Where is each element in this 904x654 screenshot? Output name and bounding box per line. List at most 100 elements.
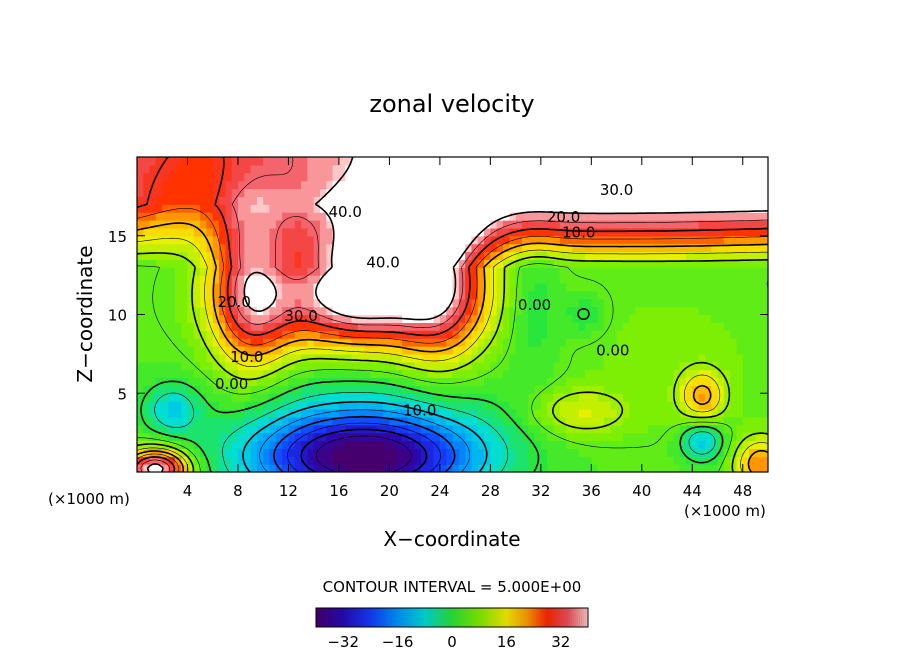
field-cell <box>364 330 372 339</box>
field-cell <box>572 401 580 410</box>
field-cell <box>143 330 151 339</box>
field-cell <box>149 306 157 316</box>
field-cell <box>263 393 271 402</box>
field-cell <box>452 314 460 323</box>
field-cell <box>578 251 586 260</box>
field-cell <box>471 306 479 316</box>
field-cell <box>313 440 321 449</box>
field-cell <box>559 188 567 197</box>
field-cell <box>723 196 731 205</box>
field-cell <box>547 306 555 316</box>
field-cell <box>484 188 491 197</box>
colorbar-cell <box>334 608 337 627</box>
field-cell <box>471 204 479 213</box>
field-cell <box>622 188 630 197</box>
field-cell <box>155 377 163 386</box>
field-cell <box>704 259 712 268</box>
field-cell <box>597 227 605 237</box>
field-cell <box>465 464 473 472</box>
field-cell <box>591 353 599 363</box>
field-cell <box>376 235 384 245</box>
x-tick-label: 4 <box>183 482 193 500</box>
field-cell <box>288 314 296 323</box>
field-cell <box>698 369 706 379</box>
field-cell <box>528 251 536 260</box>
colorbar-cell <box>406 608 409 627</box>
field-cell <box>471 440 479 449</box>
field-cell <box>319 220 327 229</box>
field-cell <box>250 275 258 284</box>
field-cell <box>654 227 662 237</box>
field-cell <box>231 314 239 323</box>
field-cell <box>673 235 681 245</box>
field-cell <box>263 369 271 379</box>
field-cell <box>351 172 359 182</box>
field-cell <box>704 353 712 363</box>
field-cell <box>319 346 327 355</box>
field-cell <box>181 432 189 442</box>
field-cell <box>540 196 548 205</box>
field-cell <box>263 448 271 457</box>
field-cell <box>585 283 592 292</box>
field-cell <box>452 172 460 182</box>
field-cell <box>452 180 460 190</box>
field-cell <box>679 369 687 379</box>
field-cell <box>427 369 435 379</box>
field-cell <box>540 157 548 166</box>
field-cell <box>685 164 693 174</box>
field-cell <box>143 227 151 237</box>
field-cell <box>723 267 731 276</box>
field-cell <box>370 385 378 394</box>
field-cell <box>446 377 454 386</box>
field-cell <box>181 212 189 221</box>
field-cell <box>704 369 712 379</box>
field-cell <box>616 464 624 472</box>
field-cell <box>357 298 365 308</box>
field-cell <box>446 204 454 213</box>
field-cell <box>597 361 605 371</box>
field-cell <box>389 361 397 371</box>
field-cell <box>540 338 548 347</box>
field-cell <box>490 212 498 221</box>
field-cell <box>736 330 744 339</box>
field-cell <box>458 243 466 253</box>
field-cell <box>654 346 662 355</box>
field-cell <box>540 227 548 237</box>
field-cell <box>534 251 542 260</box>
field-cell <box>263 243 271 253</box>
field-cell <box>155 298 163 308</box>
field-cell <box>414 377 422 386</box>
field-cell <box>635 401 643 410</box>
field-cell <box>585 251 592 260</box>
field-cell <box>408 259 416 268</box>
field-cell <box>187 157 195 166</box>
colorbar-cell <box>418 608 421 627</box>
field-cell <box>616 314 624 323</box>
field-cell <box>717 322 725 331</box>
field-cell <box>225 314 233 323</box>
field-cell <box>149 227 157 237</box>
field-cell <box>761 464 768 472</box>
field-cell <box>370 361 378 371</box>
field-cell <box>685 464 693 472</box>
field-cell <box>389 267 397 276</box>
field-cell <box>496 377 504 386</box>
field-cell <box>610 361 618 371</box>
field-cell <box>313 393 321 402</box>
field-cell <box>578 235 586 245</box>
field-cell <box>376 243 384 253</box>
field-cell <box>275 267 283 276</box>
field-cell <box>629 251 637 260</box>
field-cell <box>168 464 176 472</box>
colorbar-ticks: −32 −16 0 16 32 <box>327 633 570 651</box>
field-cell <box>282 204 290 213</box>
field-cell <box>193 432 201 442</box>
field-cell <box>206 432 214 442</box>
field-cell <box>471 290 479 300</box>
contour-line <box>140 308 724 472</box>
field-cell <box>357 283 365 292</box>
field-cell <box>698 180 706 190</box>
field-cell <box>502 464 510 472</box>
field-cell <box>269 164 277 174</box>
field-cell <box>307 314 315 323</box>
